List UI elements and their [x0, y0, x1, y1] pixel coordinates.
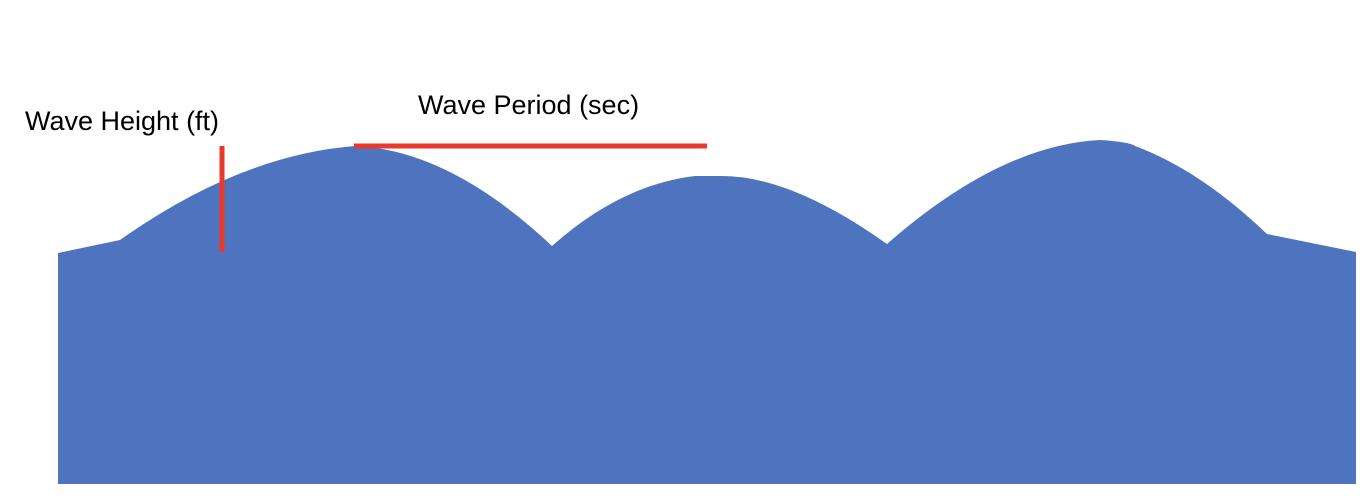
wave-period-label: Wave Period (sec)	[418, 90, 639, 120]
wave-height-label: Wave Height (ft)	[25, 106, 219, 136]
water	[58, 140, 1356, 484]
